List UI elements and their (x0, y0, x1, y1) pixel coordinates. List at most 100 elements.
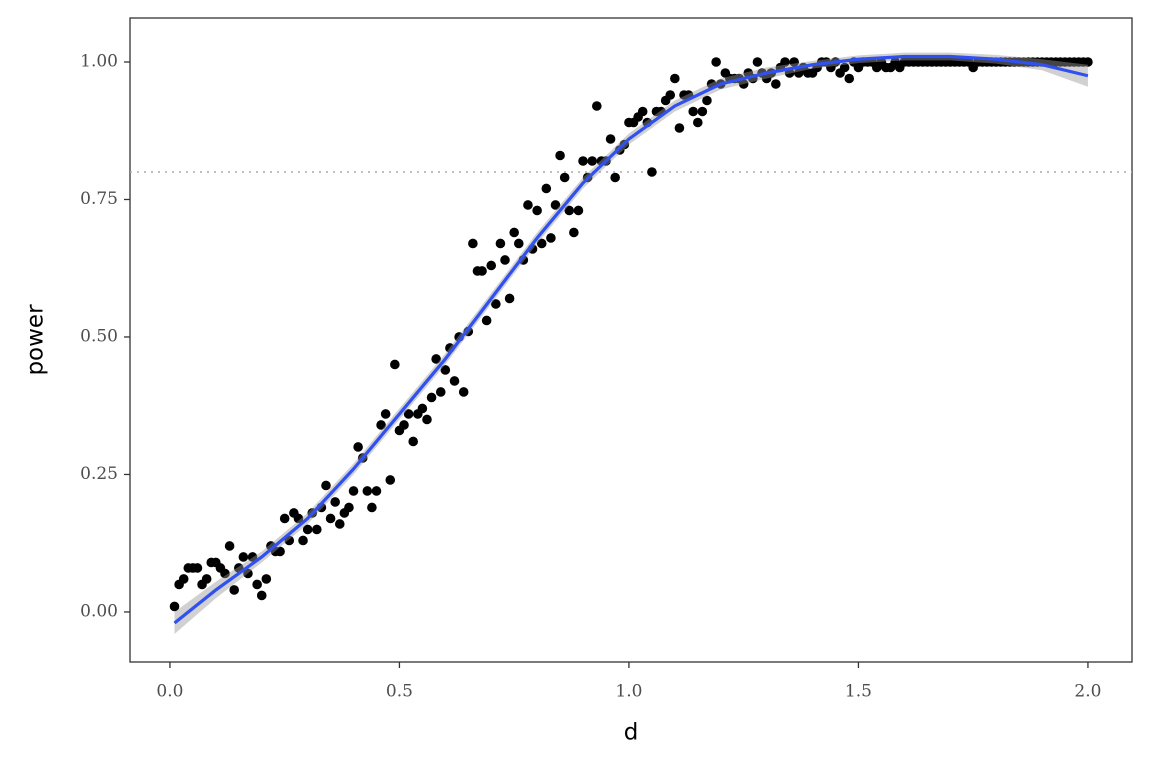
point (468, 238, 478, 249)
point (293, 513, 304, 524)
point (564, 205, 575, 216)
point (426, 392, 437, 403)
y-tick-label: 1.00 (80, 51, 118, 71)
point (711, 57, 721, 67)
point (229, 585, 239, 595)
point (504, 293, 515, 304)
point (670, 73, 680, 84)
point (298, 535, 308, 546)
point (647, 167, 657, 177)
point (431, 354, 441, 364)
point (275, 546, 285, 557)
point (592, 101, 602, 111)
panel (129, 17, 1133, 663)
point (578, 156, 588, 166)
x-tick-label: 1.5 (845, 682, 872, 702)
point (789, 57, 799, 67)
point (573, 205, 584, 216)
point (252, 579, 262, 590)
point (247, 552, 258, 562)
point (637, 106, 648, 117)
point (500, 255, 510, 265)
point (399, 420, 409, 430)
point (491, 299, 501, 309)
point (844, 73, 855, 84)
point (555, 150, 565, 161)
point (325, 513, 336, 524)
point (334, 519, 345, 529)
point (201, 574, 212, 584)
point (569, 227, 579, 238)
point (390, 359, 400, 370)
point (330, 497, 340, 507)
point (536, 238, 547, 249)
y-tick-label: 0.75 (80, 189, 118, 209)
point (532, 205, 542, 216)
point (550, 200, 561, 210)
point (380, 409, 391, 419)
point (238, 552, 249, 562)
point (665, 90, 676, 100)
point (279, 513, 290, 524)
x-tick-label: 2.0 (1074, 682, 1101, 702)
point (702, 95, 712, 106)
point (481, 315, 492, 326)
point (344, 502, 354, 513)
point (224, 541, 235, 551)
point (513, 238, 524, 249)
point (541, 183, 552, 194)
point (371, 486, 382, 496)
point (403, 409, 414, 419)
point (495, 238, 506, 249)
point (546, 233, 556, 243)
point (302, 524, 313, 535)
point (312, 524, 322, 535)
point (780, 57, 790, 67)
y-tick-label: 0.00 (80, 601, 118, 621)
y-tick-label: 0.25 (80, 464, 118, 484)
x-tick-label: 0.0 (156, 682, 183, 702)
point (256, 590, 267, 601)
smooth-line (173, 54, 1089, 625)
point (674, 123, 685, 133)
point (1083, 57, 1093, 67)
point (610, 172, 620, 183)
point (523, 200, 533, 210)
point (435, 387, 446, 397)
point (243, 568, 253, 579)
point (688, 106, 698, 117)
point (738, 79, 749, 89)
point (587, 156, 598, 166)
x-axis-title: d (624, 720, 639, 746)
point (362, 486, 373, 496)
point (605, 134, 616, 144)
y-tick-label: 0.50 (80, 326, 118, 346)
point (692, 117, 703, 128)
point (376, 420, 386, 430)
point (458, 387, 469, 397)
point (321, 480, 331, 491)
point (752, 57, 763, 67)
point (477, 266, 487, 276)
point (367, 502, 377, 513)
point (440, 365, 451, 375)
point (697, 106, 708, 117)
point (509, 227, 519, 238)
point (385, 475, 396, 485)
point (348, 486, 359, 496)
point (422, 414, 432, 425)
point (192, 563, 203, 573)
point (178, 574, 189, 584)
point (839, 62, 850, 73)
point (261, 574, 272, 584)
point (408, 436, 419, 447)
y-axis-title: power (23, 304, 49, 376)
point (417, 403, 428, 414)
point (220, 568, 230, 579)
x-tick-label: 0.5 (386, 682, 413, 702)
point (486, 260, 497, 271)
point (449, 376, 460, 386)
x-tick-label: 1.0 (615, 682, 642, 702)
point (353, 442, 363, 452)
